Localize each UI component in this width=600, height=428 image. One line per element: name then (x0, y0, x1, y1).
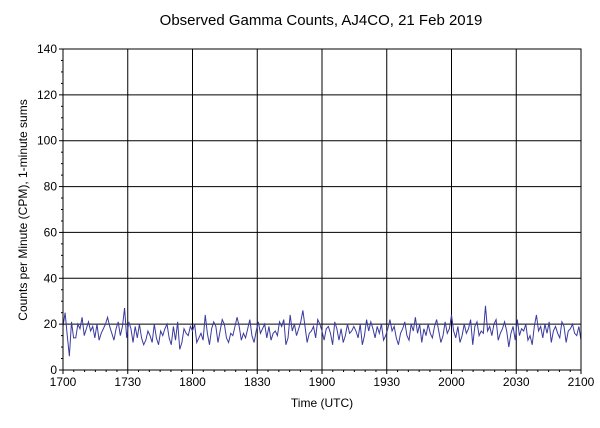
x-axis-label: Time (UTC) (291, 396, 353, 410)
x-tick-label: 1800 (179, 375, 206, 389)
plot-grid (62, 48, 582, 371)
y-tick-label: 40 (44, 271, 58, 285)
x-tick-label: 1830 (244, 375, 271, 389)
x-tick-label: 2000 (438, 375, 465, 389)
x-tick-label: 1700 (50, 375, 77, 389)
chart-title: Observed Gamma Counts, AJ4CO, 21 Feb 201… (160, 12, 483, 29)
x-axis-ticks: 1700 1730 1800 1830 1900 1930 2000 2030 2100 (50, 370, 595, 389)
y-tick-label: 20 (44, 317, 58, 331)
y-tick-label: 140 (37, 42, 57, 56)
x-tick-label: 2100 (568, 375, 595, 389)
y-axis-label: Counts per Minute (CPM), 1-minute sums (16, 99, 30, 320)
y-tick-label: 120 (37, 88, 57, 102)
y-tick-label: 100 (37, 134, 57, 148)
y-tick-label: 80 (44, 180, 58, 194)
y-tick-label: 0 (50, 363, 57, 377)
series-line-gamma-counts (62, 305, 582, 357)
x-tick-label: 1930 (373, 375, 400, 389)
y-tick-label: 60 (44, 225, 58, 239)
x-tick-label: 1900 (309, 375, 336, 389)
x-tick-label: 1730 (114, 375, 141, 389)
x-tick-label: 2030 (503, 375, 530, 389)
plot-frame (62, 48, 582, 371)
y-axis-ticks: 0 20 40 60 80 100 120 140 (37, 42, 63, 377)
